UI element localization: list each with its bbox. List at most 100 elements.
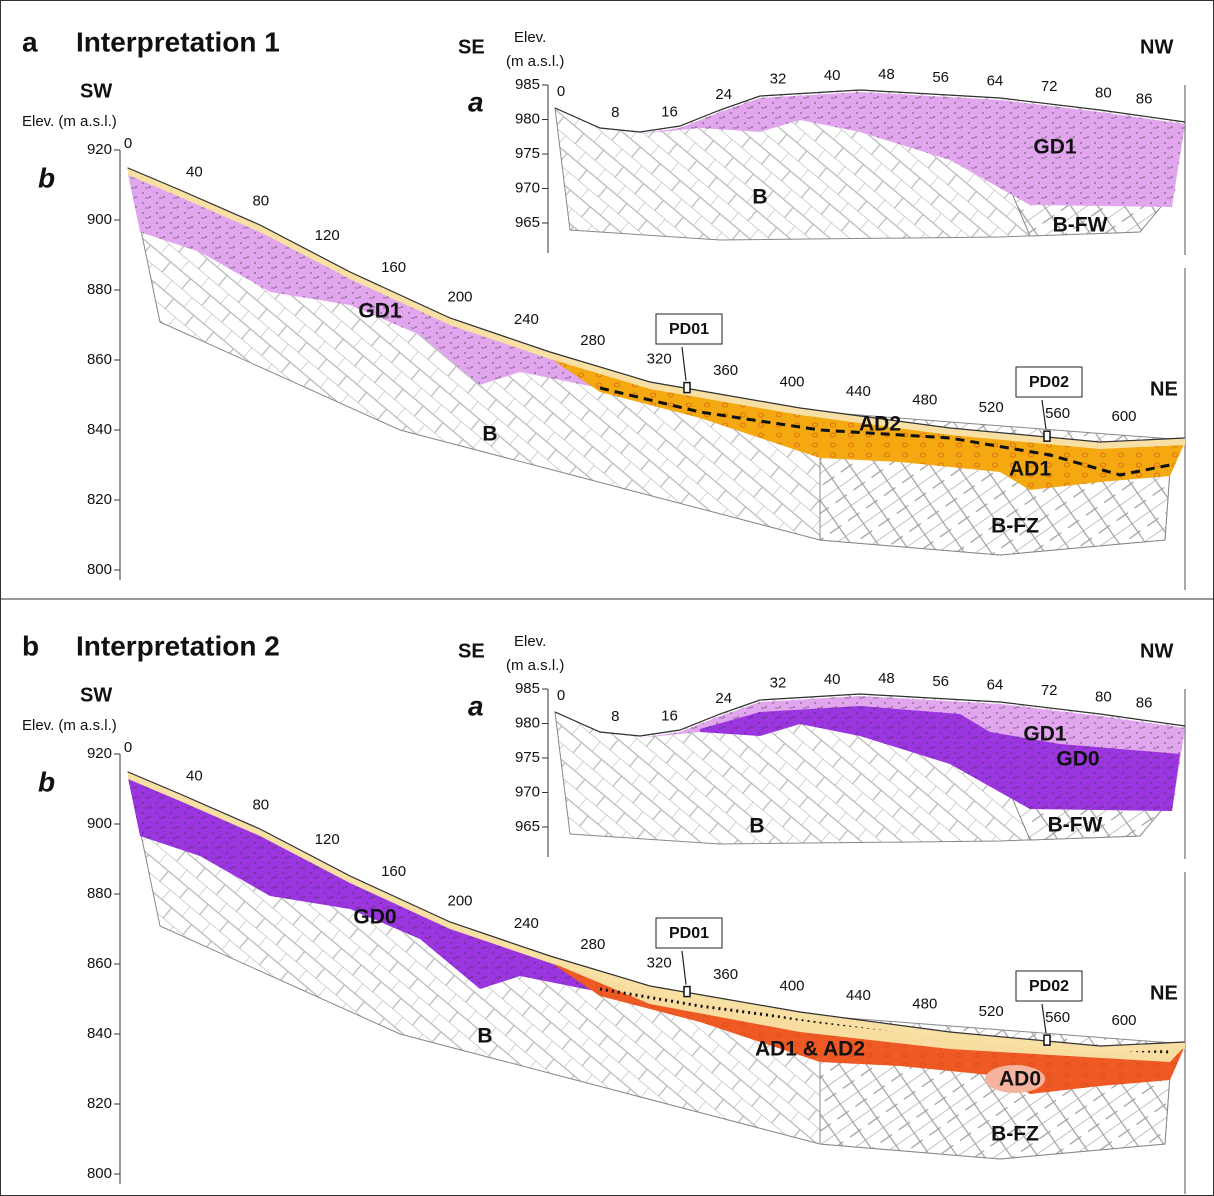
distance-label: 200 xyxy=(447,892,472,909)
inset-texture xyxy=(600,92,1185,207)
distance-label: 320 xyxy=(647,955,672,972)
inset-distance-label: 48 xyxy=(878,670,895,687)
inset-label: a xyxy=(468,690,484,721)
y-tick-label: 820 xyxy=(87,1095,112,1112)
unit-label: B-FZ xyxy=(991,1123,1039,1146)
y-tick-label: 965 xyxy=(515,818,540,835)
y-tick-label: 820 xyxy=(87,491,112,508)
y-tick-label: 965 xyxy=(515,214,540,231)
borehole-arrow xyxy=(681,950,687,985)
lens xyxy=(985,1065,1045,1093)
distance-label: 280 xyxy=(580,936,605,953)
unit-label: GD0 xyxy=(1056,748,1099,771)
y-tick-label: 975 xyxy=(515,749,540,766)
y-tick-label: 900 xyxy=(87,815,112,832)
panel-letter: b xyxy=(22,630,39,661)
borehole xyxy=(683,381,691,394)
inset-distance-label: 40 xyxy=(824,67,841,84)
profile-axis-title: Elev. (m a.s.l.) xyxy=(22,717,117,734)
inset-distance-label: 48 xyxy=(878,66,895,83)
inset-distance-label: 32 xyxy=(770,70,787,87)
inset-distance-label: 72 xyxy=(1041,682,1058,699)
borehole-box xyxy=(655,313,723,345)
profile-left-direction: SW xyxy=(80,684,112,706)
inset-distance-label: 8 xyxy=(611,104,619,121)
inset-distance-label: 16 xyxy=(661,707,678,724)
unit-label: B-FW xyxy=(1048,814,1103,837)
inset-distance-label: 24 xyxy=(715,690,732,707)
profile-right-direction: NE xyxy=(1150,378,1178,400)
distance-label: 40 xyxy=(186,767,203,784)
distance-label: 400 xyxy=(779,978,804,995)
profile-axis-title: Elev. (m a.s.l.) xyxy=(22,113,117,130)
inset-axis-title: Elev. xyxy=(514,29,546,46)
unit-label: B xyxy=(749,815,764,838)
inset-right-direction: NW xyxy=(1140,36,1173,58)
inset-left-direction: SE xyxy=(458,640,485,662)
inset-surface xyxy=(554,89,1186,133)
distance-label: 80 xyxy=(252,192,269,209)
y-tick-label: 900 xyxy=(87,211,112,228)
inset-distance-label: 24 xyxy=(715,86,732,103)
profile-label: b xyxy=(38,162,55,193)
y-tick-label: 860 xyxy=(87,351,112,368)
borehole-arrow xyxy=(681,346,687,381)
distance-label: 240 xyxy=(514,915,539,932)
unit-label: B xyxy=(482,423,497,446)
inset-distance-label: 64 xyxy=(987,72,1004,89)
inset-distance-label: 86 xyxy=(1136,694,1153,711)
panel-title: Interpretation 2 xyxy=(76,630,280,661)
contact-line xyxy=(599,386,1171,477)
glacial-texture xyxy=(128,174,610,390)
distance-label: 600 xyxy=(1111,408,1136,425)
unit-label: GD1 xyxy=(1023,723,1067,746)
profile-right-direction: NE xyxy=(1150,982,1178,1004)
unit-label: AD0 xyxy=(999,1068,1041,1091)
borehole-arrow xyxy=(1041,1003,1047,1034)
y-tick-label: 920 xyxy=(87,745,112,762)
y-tick-label: 985 xyxy=(515,76,540,93)
y-tick-label: 840 xyxy=(87,1025,112,1042)
distance-label: 560 xyxy=(1045,405,1070,422)
borehole-box xyxy=(1015,970,1083,1002)
unit-label: B-FZ xyxy=(991,515,1039,538)
unit-label: B-FW xyxy=(1053,214,1108,237)
y-tick-label: 980 xyxy=(515,714,540,731)
ground-surface xyxy=(127,167,1186,443)
borehole xyxy=(683,985,691,998)
inset-distance-label: 0 xyxy=(557,83,565,100)
inset-distance-label: 32 xyxy=(770,674,787,691)
unit-label: GD1 xyxy=(1033,136,1077,159)
inset-right-direction: NW xyxy=(1140,640,1173,662)
y-tick-label: 970 xyxy=(515,179,540,196)
distance-label: 400 xyxy=(779,374,804,391)
borehole-arrow xyxy=(1041,399,1047,430)
unit-label: GD0 xyxy=(353,906,396,929)
inset-distance-label: 80 xyxy=(1095,85,1112,102)
distance-label: 480 xyxy=(912,392,937,409)
y-tick-label: 880 xyxy=(87,885,112,902)
distance-label: 520 xyxy=(979,399,1004,416)
inset-distance-label: 86 xyxy=(1136,90,1153,107)
y-tick-label: 920 xyxy=(87,141,112,158)
distance-label: 120 xyxy=(315,831,340,848)
borehole-box xyxy=(1015,366,1083,398)
panel: b Interpretation 2920900880860840820800SW… xyxy=(22,630,1186,1194)
y-tick-label: 985 xyxy=(515,680,540,697)
inset-distance-label: 56 xyxy=(932,673,949,690)
panel: a Interpretation 1920900880860840820800SW… xyxy=(22,26,1186,590)
panel-title: Interpretation 1 xyxy=(76,26,280,57)
y-tick-label: 800 xyxy=(87,1165,112,1182)
distance-label: 200 xyxy=(447,288,472,305)
distance-label: 0 xyxy=(124,739,132,756)
distance-label: 160 xyxy=(381,863,406,880)
distance-label: 240 xyxy=(514,311,539,328)
distance-label: 520 xyxy=(979,1003,1004,1020)
distance-label: 40 xyxy=(186,163,203,180)
distance-label: 80 xyxy=(252,796,269,813)
distance-label: 120 xyxy=(315,227,340,244)
inset-texture xyxy=(600,696,1185,811)
distance-label: 600 xyxy=(1111,1012,1136,1029)
unit-label: B xyxy=(477,1025,492,1048)
